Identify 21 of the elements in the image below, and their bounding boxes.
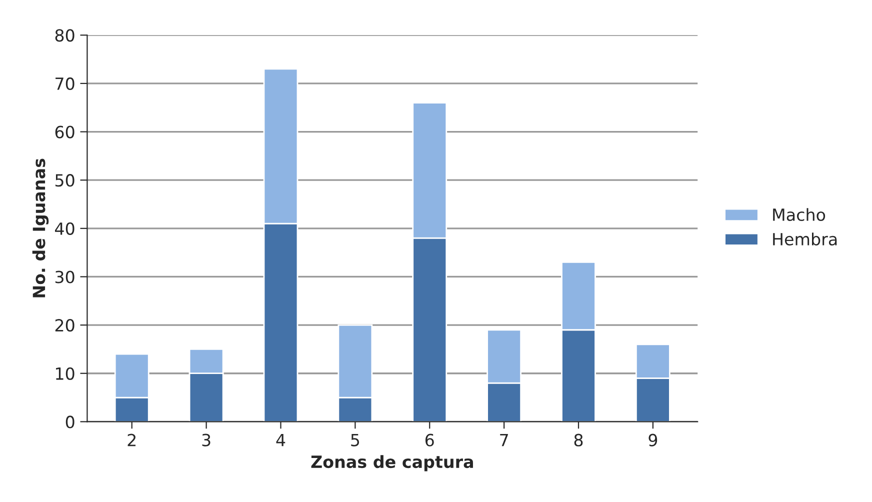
x-tick-label: 5 [351, 434, 360, 446]
y-tick-label: 10 [56, 367, 74, 380]
y-tick-label: 60 [55, 126, 74, 138]
x-tick-label: 7 [500, 434, 508, 446]
x-axis-title: Zonas de captura [311, 455, 473, 472]
y-axis-title: No. de Iguanas [32, 158, 49, 298]
y-tick-label: 30 [55, 270, 74, 284]
legend-label: Hembra [773, 232, 837, 246]
y-tick-label: 40 [55, 222, 74, 235]
x-tick-label: 4 [276, 434, 286, 446]
x-tick-label: 9 [648, 434, 658, 446]
x-tick-label: 2 [128, 434, 136, 446]
x-tick-label: 6 [425, 434, 434, 446]
y-tick-label: 70 [56, 77, 74, 90]
y-tick-label: 0 [66, 416, 74, 428]
legend-label: Macho [773, 208, 826, 222]
y-tick-label: 20 [55, 319, 74, 332]
x-tick-label: 3 [202, 434, 210, 446]
x-tick-label: 8 [574, 434, 583, 446]
y-tick-label: 80 [55, 29, 74, 42]
y-tick-label: 50 [55, 174, 74, 187]
